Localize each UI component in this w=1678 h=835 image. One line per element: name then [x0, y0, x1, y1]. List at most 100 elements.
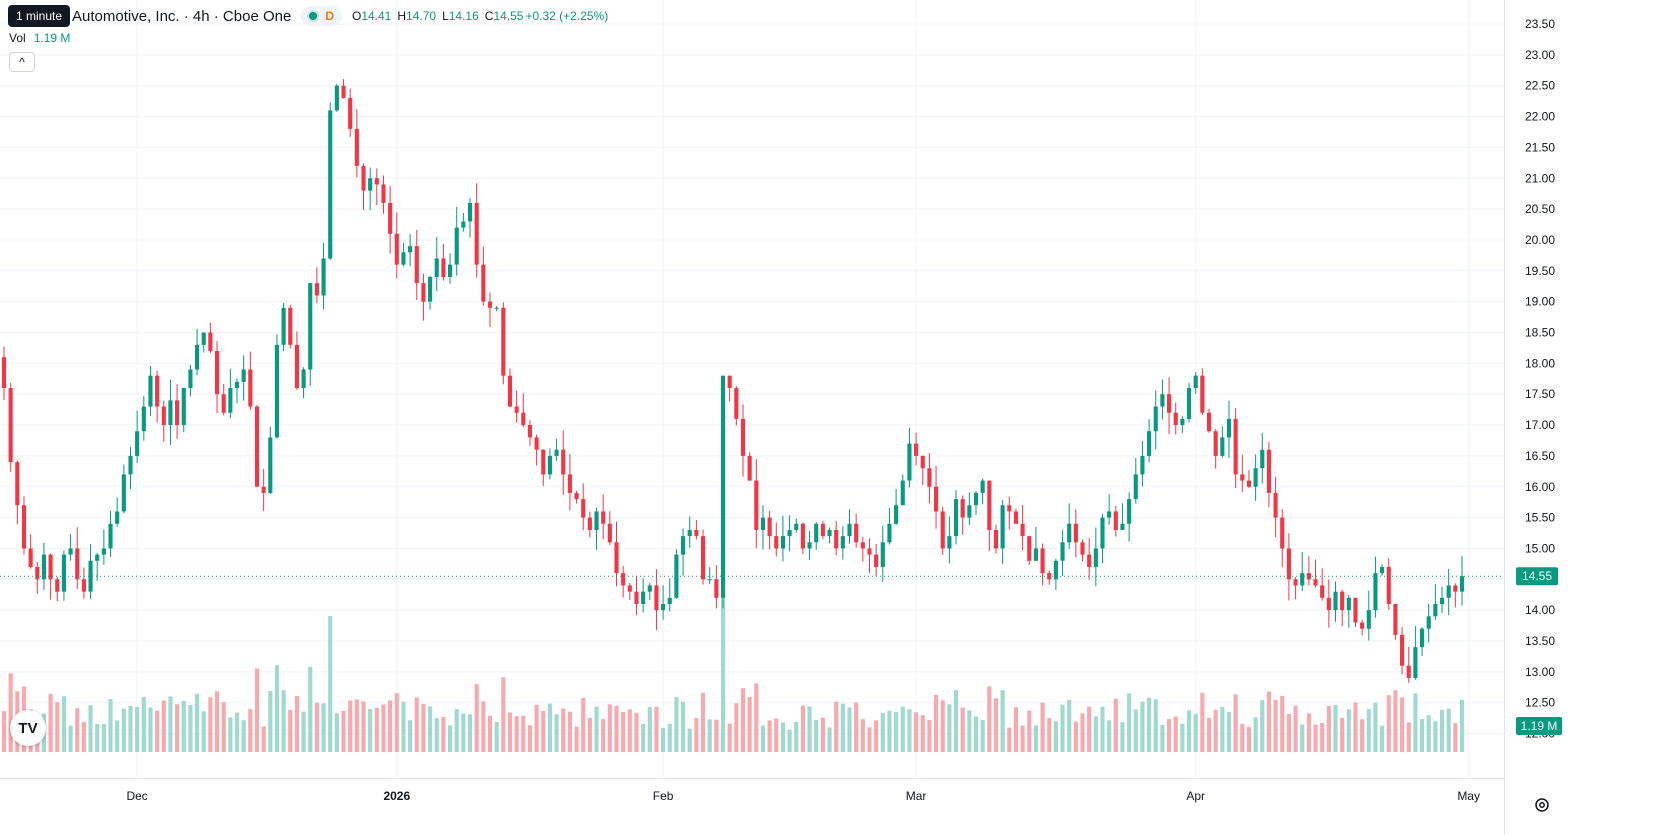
candle: [341, 79, 346, 99]
volume-bar: [1180, 723, 1185, 752]
candle-body: [1173, 412, 1178, 426]
candle: [947, 516, 952, 564]
candle: [960, 495, 965, 535]
volume-bar: [175, 704, 180, 752]
candle-body: [1266, 449, 1271, 493]
candle-body: [55, 579, 60, 592]
volume-bar: [75, 708, 80, 752]
tradingview-logo[interactable]: TV: [10, 710, 46, 746]
candle-body: [814, 523, 819, 543]
volume-bar: [108, 699, 113, 752]
volume-bar: [1240, 723, 1245, 752]
candle-body: [155, 375, 160, 407]
gear-icon[interactable]: [1532, 795, 1552, 815]
symbol-title[interactable]: Automotive, Inc. · 4h · Cboe One: [72, 7, 292, 25]
volume-bar: [1453, 723, 1458, 752]
collapse-legend-button[interactable]: ^: [9, 52, 35, 72]
volume-bar: [734, 703, 739, 752]
candle-body: [441, 258, 446, 277]
candle-body: [827, 529, 832, 537]
candle: [1113, 506, 1118, 537]
candle-body: [880, 542, 885, 567]
volume-bar: [973, 716, 979, 752]
candle: [314, 267, 319, 303]
candle: [834, 521, 839, 556]
candle: [368, 167, 373, 211]
volume-bar: [374, 707, 379, 752]
candle-body: [1406, 665, 1411, 679]
candle: [1087, 538, 1092, 580]
volume-bar: [261, 726, 266, 752]
volume-bar: [1439, 709, 1445, 752]
volume-bar: [254, 668, 260, 752]
candle-body: [581, 499, 586, 518]
candle: [1320, 568, 1325, 601]
candle-body: [1213, 431, 1218, 456]
candle: [1220, 426, 1225, 458]
volume-bar: [554, 714, 559, 752]
candle: [434, 237, 439, 292]
candle-body: [1060, 542, 1065, 561]
candle-body: [1386, 566, 1391, 604]
candle-body: [1419, 628, 1425, 648]
close-value: 14.55: [493, 9, 524, 23]
candle: [727, 375, 732, 402]
volume-bar: [1320, 723, 1325, 752]
volume-bar: [541, 711, 546, 752]
candle: [1400, 627, 1405, 675]
candle: [1013, 508, 1019, 525]
volume-bar: [241, 720, 246, 752]
candle-body: [747, 455, 752, 481]
candle-body: [75, 548, 80, 580]
price-axis[interactable]: 12.0012.5013.0013.5014.0014.5015.0015.50…: [1525, 17, 1555, 741]
volume-bar: [1253, 717, 1258, 752]
price-tick-label: 23.00: [1525, 48, 1555, 62]
candle: [1233, 408, 1238, 489]
candle: [541, 449, 546, 487]
candle-body: [1226, 418, 1232, 438]
candle-body: [1100, 517, 1105, 549]
candle-body: [1120, 523, 1125, 530]
candle-body: [914, 443, 919, 456]
candle: [294, 331, 299, 390]
candle-body: [248, 369, 253, 407]
last-volume-badge: [1516, 717, 1562, 735]
candle-body: [388, 202, 393, 234]
volume-bar: [61, 696, 66, 752]
candle-body: [135, 431, 140, 456]
volume-bar: [634, 712, 639, 752]
volume-bar: [181, 701, 186, 752]
last-price-badge: [1516, 567, 1558, 586]
volume-bar: [780, 722, 785, 752]
time-axis[interactable]: Dec2026FebMarAprMayJun: [126, 789, 1678, 803]
volume-bar: [228, 717, 233, 752]
volume-bar: [1186, 710, 1192, 752]
candle: [481, 246, 486, 306]
volume-bar: [1047, 718, 1052, 752]
volume-bar: [720, 578, 726, 752]
volume-bar: [1246, 726, 1252, 752]
candle-body: [348, 98, 353, 129]
candle-body: [15, 462, 20, 506]
candle: [1386, 558, 1391, 610]
candle: [1147, 419, 1152, 463]
volume-bar: [1027, 710, 1032, 752]
candle: [161, 400, 166, 442]
volume-bar: [188, 704, 193, 752]
price-tick-label: 17.00: [1525, 418, 1555, 432]
volume-bar: [627, 709, 632, 752]
candle-body: [1127, 499, 1132, 524]
candle-body: [1380, 566, 1385, 574]
volume-bar: [281, 690, 286, 752]
candle: [567, 453, 572, 511]
candle: [361, 163, 366, 211]
volume-bar: [1426, 715, 1431, 752]
price-tick-label: 21.50: [1525, 140, 1555, 154]
volume-bar: [847, 707, 852, 752]
ohlc-values: O14.41 H14.70 L14.16 C14.55: [351, 9, 524, 23]
market-status-pill[interactable]: D: [301, 6, 342, 26]
open-value: 14.41: [361, 9, 392, 23]
candle: [1266, 442, 1271, 508]
candle: [760, 505, 766, 550]
